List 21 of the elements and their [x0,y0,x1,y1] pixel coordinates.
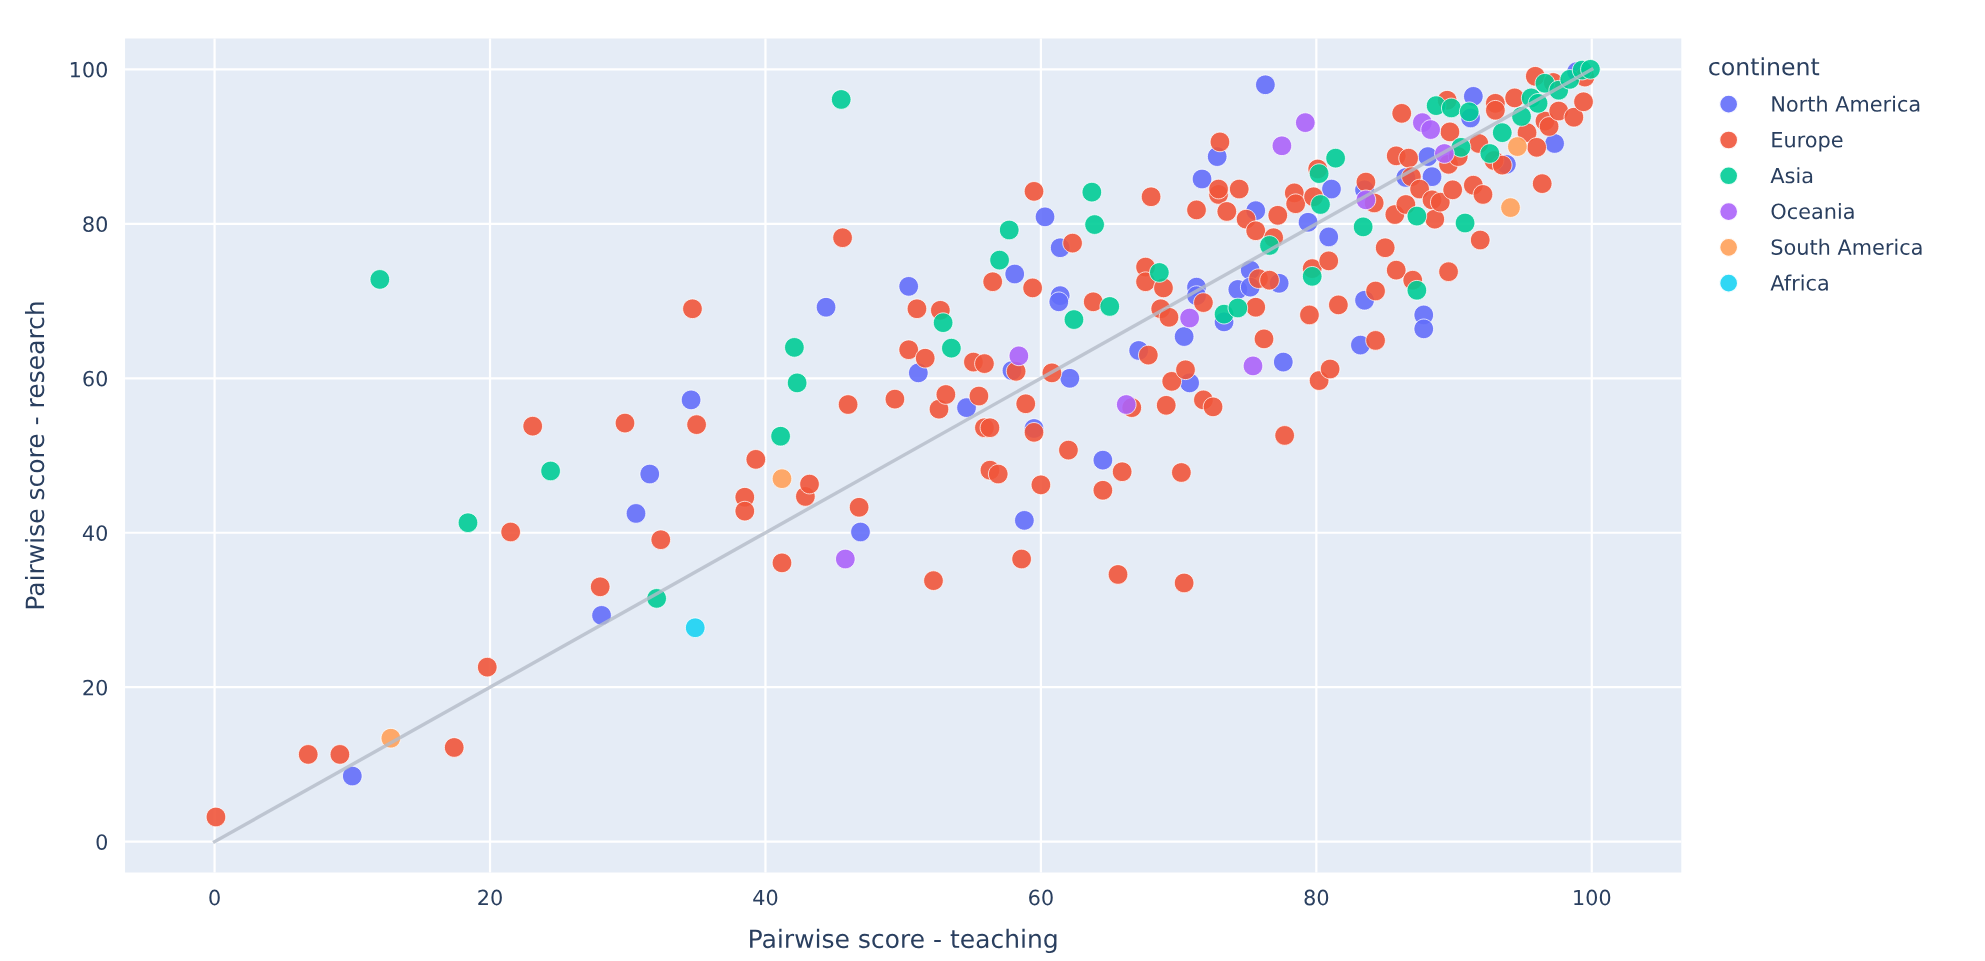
y-axis-title: Pairwise score - research [24,302,45,609]
y-tick-label: 100 [70,61,107,78]
legend-label: South America [1771,238,1922,255]
y-tick-label: 0 [96,834,107,850]
x-tick-label: 100 [1574,889,1611,906]
y-tick-label: 20 [83,679,107,696]
y-tick-label: 80 [83,216,107,233]
legend-title: continent [1709,57,1820,76]
x-axis-title: Pairwise score - teaching [750,928,1057,954]
x-tick-label: 20 [478,889,502,906]
legend-label: Africa [1770,274,1828,291]
legend-label: Europe [1772,132,1843,152]
legend-label: Oceania [1771,203,1854,220]
y-tick-label: 40 [82,525,107,541]
x-tick-label: 60 [1029,889,1053,906]
legend-label: Asia [1770,167,1813,184]
x-tick-label: 40 [753,889,778,906]
x-tick-label: 0 [209,889,220,906]
legend-label: North America [1772,95,1920,112]
y-tick-label: 60 [83,370,107,387]
x-tick-label: 80 [1304,889,1329,906]
